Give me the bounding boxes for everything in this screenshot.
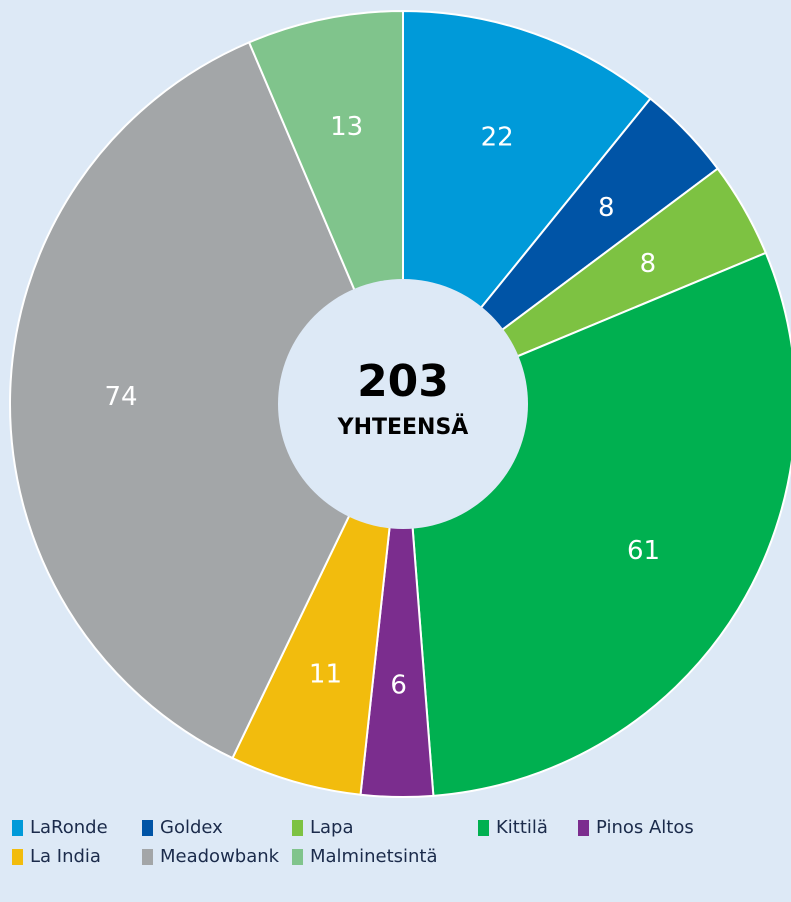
data-label: 6 bbox=[390, 670, 407, 700]
data-label: 8 bbox=[640, 249, 657, 279]
data-label: 11 bbox=[309, 660, 342, 690]
legend-swatch bbox=[12, 849, 23, 865]
slice bbox=[9, 41, 405, 760]
data-label: 74 bbox=[105, 382, 138, 412]
data-label: 13 bbox=[330, 112, 363, 142]
legend-label: LaRonde bbox=[30, 817, 108, 838]
legend-label: La India bbox=[30, 846, 101, 867]
donut-hole bbox=[278, 279, 528, 529]
data-label: 61 bbox=[627, 536, 660, 566]
legend-swatch bbox=[292, 849, 303, 865]
data-label: 22 bbox=[481, 123, 514, 153]
legend-swatch bbox=[142, 849, 153, 865]
legend-label: Goldex bbox=[160, 817, 223, 838]
legend-swatch bbox=[478, 820, 489, 836]
legend-label: Lapa bbox=[310, 817, 354, 838]
legend-label: Kittilä bbox=[496, 817, 548, 838]
legend-label: Pinos Altos bbox=[596, 817, 694, 838]
legend-label: Meadowbank bbox=[160, 846, 280, 867]
legend-swatch bbox=[142, 820, 153, 836]
legend-label: Malminetsintä bbox=[310, 846, 438, 867]
legend-swatch bbox=[578, 820, 589, 836]
total-value: 203 bbox=[357, 356, 449, 407]
legend-swatch bbox=[292, 820, 303, 836]
total-label: YHTEENSÄ bbox=[337, 414, 469, 440]
legend-swatch bbox=[12, 820, 23, 836]
data-label: 8 bbox=[598, 193, 615, 223]
